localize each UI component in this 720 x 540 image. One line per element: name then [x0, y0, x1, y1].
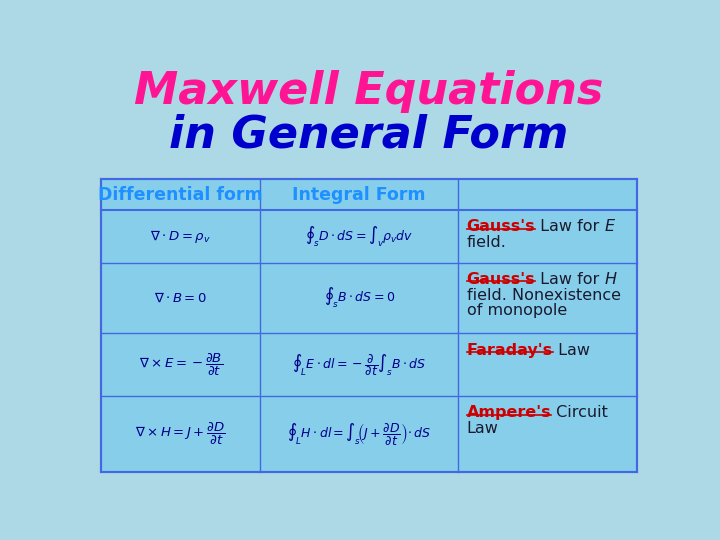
Text: Law for: Law for — [535, 272, 605, 287]
Text: Law: Law — [467, 421, 498, 436]
Text: field. Nonexistence: field. Nonexistence — [467, 288, 621, 302]
Text: in General Form: in General Form — [169, 114, 569, 157]
Text: Law: Law — [553, 342, 590, 357]
Text: Maxwell Equations: Maxwell Equations — [135, 70, 603, 113]
Text: Differential form: Differential form — [99, 186, 263, 204]
Text: H: H — [605, 272, 616, 287]
Text: Gauss's: Gauss's — [467, 272, 535, 287]
Text: $\oint_L E \cdot dl = -\dfrac{\partial}{\partial t}\int_s B \cdot dS$: $\oint_L E \cdot dl = -\dfrac{\partial}{… — [292, 352, 426, 378]
Text: $\nabla \times E = -\dfrac{\partial B}{\partial t}$: $\nabla \times E = -\dfrac{\partial B}{\… — [139, 352, 222, 378]
Text: $\oint_s B \cdot dS = 0$: $\oint_s B \cdot dS = 0$ — [323, 286, 395, 310]
Text: $\nabla \times H = J + \dfrac{\partial D}{\partial t}$: $\nabla \times H = J + \dfrac{\partial D… — [135, 421, 226, 447]
Text: $\nabla \cdot B = 0$: $\nabla \cdot B = 0$ — [154, 292, 207, 305]
Text: Gauss's: Gauss's — [467, 219, 535, 234]
Text: of monopole: of monopole — [467, 303, 567, 319]
Text: $\nabla \cdot D = \rho_v$: $\nabla \cdot D = \rho_v$ — [150, 228, 211, 245]
Text: Ampere's: Ampere's — [467, 406, 552, 421]
Text: Law for: Law for — [535, 219, 605, 234]
Text: Faraday's: Faraday's — [467, 342, 553, 357]
Text: field.: field. — [467, 235, 507, 250]
Text: $\oint_L H \cdot dl = \int_s\!\left(J + \dfrac{\partial D}{\partial t}\right)\!\: $\oint_L H \cdot dl = \int_s\!\left(J + … — [287, 421, 431, 447]
Text: Integral Form: Integral Form — [292, 186, 426, 204]
Text: E: E — [605, 219, 615, 234]
Text: $\oint_s D \cdot dS = \int_v \rho_v dv$: $\oint_s D \cdot dS = \int_v \rho_v dv$ — [305, 224, 413, 249]
Text: Circuit: Circuit — [552, 406, 608, 421]
Bar — [101, 179, 636, 472]
